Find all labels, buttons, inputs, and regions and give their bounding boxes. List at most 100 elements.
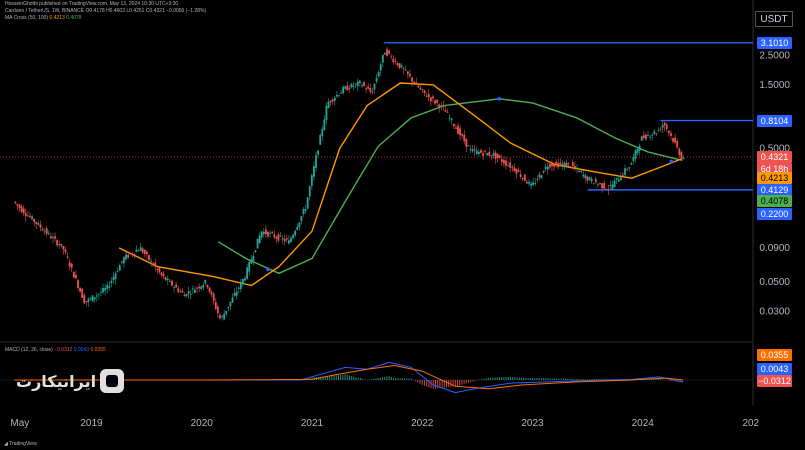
candle-body xyxy=(317,150,320,155)
candle-body xyxy=(354,83,357,85)
candle-body xyxy=(41,229,44,231)
candle-body xyxy=(651,134,654,136)
candle-body xyxy=(521,178,524,179)
macd-histogram-bar xyxy=(668,380,670,381)
candle-body xyxy=(484,150,487,152)
macd-histogram-bar xyxy=(465,380,467,384)
candle-body xyxy=(237,287,240,289)
ma-fast-line[interactable] xyxy=(118,82,683,287)
price-tick-label: 0.0300 xyxy=(759,307,790,318)
currency-button[interactable]: USDT xyxy=(755,11,793,27)
candle-body xyxy=(371,91,374,93)
candle-body xyxy=(52,237,54,239)
candle-body xyxy=(327,101,330,108)
candle-body xyxy=(27,215,29,217)
candle-body xyxy=(125,254,127,260)
ma-cross-marker[interactable] xyxy=(266,267,270,272)
candle-body xyxy=(386,49,388,56)
candle-body xyxy=(75,274,77,279)
candle-body xyxy=(281,238,284,240)
candle-body xyxy=(611,184,614,190)
time-tick-label: 202 xyxy=(742,418,759,429)
candle-body xyxy=(657,130,660,132)
candle-body xyxy=(104,288,107,291)
candle-body xyxy=(338,95,340,97)
macd-histogram-bar xyxy=(393,377,395,380)
candle-body xyxy=(429,97,432,102)
candle-body xyxy=(290,237,292,242)
ma-cross-marker[interactable] xyxy=(669,159,674,164)
candle-body xyxy=(106,284,109,290)
candle-body xyxy=(269,233,271,234)
candle-body xyxy=(609,185,612,187)
candle-body xyxy=(384,52,386,55)
candle-body xyxy=(173,287,175,289)
macd-histogram-bar xyxy=(604,379,606,380)
candle-body xyxy=(16,203,19,206)
symbol-line: Cardano / TetherUS, 1W, BINANCE O0.4178 … xyxy=(5,8,206,14)
macd-histogram-bar xyxy=(335,375,337,380)
candle-body xyxy=(189,293,192,295)
price-tick-label: 0.0500 xyxy=(759,277,790,288)
price-axis-label: 0.4321 xyxy=(757,151,792,163)
candle-body xyxy=(480,150,482,153)
candle-body xyxy=(258,235,261,244)
candle-body xyxy=(542,170,545,173)
ma-cross-marker[interactable] xyxy=(497,97,502,101)
candle-body xyxy=(584,175,587,179)
ma-legend[interactable]: MA Cross (50, 100) 0.4213 0.4078 xyxy=(5,15,81,21)
candle-body xyxy=(166,278,169,281)
candle-body xyxy=(438,104,441,109)
candle-body xyxy=(442,104,445,107)
macd-histogram-bar xyxy=(326,376,328,380)
candle-body xyxy=(329,100,332,103)
candle-body xyxy=(682,157,685,159)
macd-histogram-bar xyxy=(481,379,483,380)
macd-histogram-bar xyxy=(421,380,423,386)
macd-histogram-bar xyxy=(430,380,432,389)
candle-body xyxy=(66,256,69,258)
candle-body xyxy=(663,122,666,126)
candle-body xyxy=(179,291,182,293)
candle-body xyxy=(133,253,136,255)
candle-body xyxy=(488,151,491,156)
macd-histogram-bar xyxy=(446,380,448,388)
time-tick-label: 2022 xyxy=(411,418,434,429)
time-tick-label: May xyxy=(10,418,29,429)
macd-histogram-bar xyxy=(375,378,377,380)
candle-body xyxy=(29,215,31,218)
macd-histogram-bar xyxy=(474,380,476,381)
candle-body xyxy=(592,183,595,185)
ma-label: MA Cross (50, 100) xyxy=(5,15,49,21)
candle-body xyxy=(287,240,290,244)
macd-histogram-bar xyxy=(348,375,350,380)
candle-body xyxy=(525,181,528,184)
candle-body xyxy=(500,159,503,162)
macd-line[interactable] xyxy=(14,361,683,394)
macd-histogram-bar xyxy=(428,380,430,388)
tradingview-footer[interactable]: ◢ TradingView xyxy=(4,441,37,447)
macd-histogram-bar xyxy=(454,380,456,387)
candle-body xyxy=(183,294,186,297)
price-tick-label: 0.5000 xyxy=(759,144,790,155)
macd-histogram-bar xyxy=(324,376,326,380)
macd-histogram-bar xyxy=(565,378,567,380)
candle-body xyxy=(534,183,537,184)
candle-body xyxy=(216,306,219,314)
candle-body xyxy=(528,181,530,184)
ma-slow-line[interactable] xyxy=(217,98,683,274)
ohlc-values: O0.4178 H0.4603 L0.4251 C0.4321 −0.0056 … xyxy=(85,8,207,14)
macd-signal-line[interactable] xyxy=(14,364,683,390)
macd-histogram-bar xyxy=(373,378,375,380)
macd-legend[interactable]: MACD (12, 26, close) −0.0312 0.0043 0.03… xyxy=(5,347,106,353)
candle-body xyxy=(127,254,130,258)
time-axis[interactable]: May 2019 2020 2021 2022 2023 2024 202 xyxy=(10,418,759,429)
macd-histogram-bar xyxy=(441,380,443,388)
candle-body xyxy=(569,166,572,168)
candle-body xyxy=(440,105,443,106)
price-tick-label: 0.0900 xyxy=(759,243,790,254)
candle-body xyxy=(231,297,234,303)
candle-body xyxy=(97,293,100,295)
macd-axis-label: 0.0355 xyxy=(757,349,792,361)
